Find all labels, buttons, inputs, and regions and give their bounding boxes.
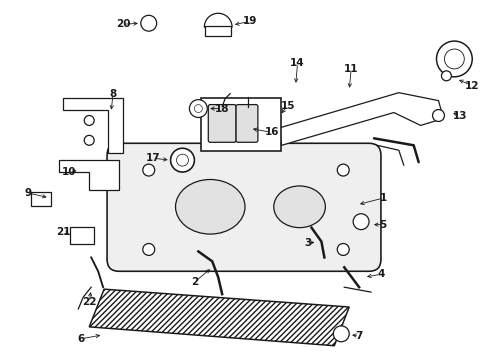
Circle shape (143, 243, 155, 255)
Text: 21: 21 (56, 226, 71, 237)
Text: 16: 16 (265, 127, 279, 138)
Circle shape (176, 154, 189, 166)
FancyBboxPatch shape (236, 105, 258, 142)
Wedge shape (204, 13, 232, 27)
Circle shape (143, 164, 155, 176)
Polygon shape (278, 93, 443, 145)
Circle shape (84, 135, 94, 145)
Circle shape (441, 71, 451, 81)
Text: 5: 5 (379, 220, 387, 230)
Polygon shape (63, 98, 123, 153)
Circle shape (333, 326, 349, 342)
Ellipse shape (274, 186, 325, 228)
Circle shape (141, 15, 157, 31)
Text: 17: 17 (146, 153, 160, 163)
FancyBboxPatch shape (205, 26, 231, 36)
Ellipse shape (175, 180, 245, 234)
Circle shape (433, 109, 444, 121)
Circle shape (437, 41, 472, 77)
Circle shape (353, 214, 369, 230)
Circle shape (337, 243, 349, 255)
FancyBboxPatch shape (208, 105, 236, 142)
Polygon shape (89, 289, 349, 346)
FancyBboxPatch shape (107, 143, 381, 271)
FancyBboxPatch shape (71, 227, 94, 244)
Circle shape (171, 148, 195, 172)
Text: 14: 14 (290, 58, 305, 68)
Text: 18: 18 (215, 104, 229, 113)
Text: 4: 4 (377, 269, 385, 279)
Text: 20: 20 (116, 19, 130, 29)
Text: 19: 19 (243, 16, 257, 26)
Text: 1: 1 (380, 193, 388, 203)
Text: 6: 6 (77, 334, 85, 344)
Circle shape (190, 100, 207, 117)
Text: 7: 7 (355, 331, 363, 341)
Text: 22: 22 (82, 297, 97, 307)
Text: 13: 13 (453, 111, 467, 121)
Text: 10: 10 (62, 167, 76, 177)
Circle shape (195, 105, 202, 113)
Polygon shape (59, 160, 119, 190)
Circle shape (84, 116, 94, 125)
Text: 11: 11 (344, 64, 358, 74)
FancyBboxPatch shape (31, 192, 50, 206)
FancyBboxPatch shape (201, 98, 281, 151)
Text: 3: 3 (304, 238, 311, 248)
Text: 15: 15 (280, 100, 295, 111)
Text: 2: 2 (191, 277, 198, 287)
Circle shape (444, 49, 465, 69)
Circle shape (337, 164, 349, 176)
Text: 8: 8 (109, 89, 117, 99)
Text: 9: 9 (24, 188, 31, 198)
Text: 12: 12 (465, 81, 480, 91)
